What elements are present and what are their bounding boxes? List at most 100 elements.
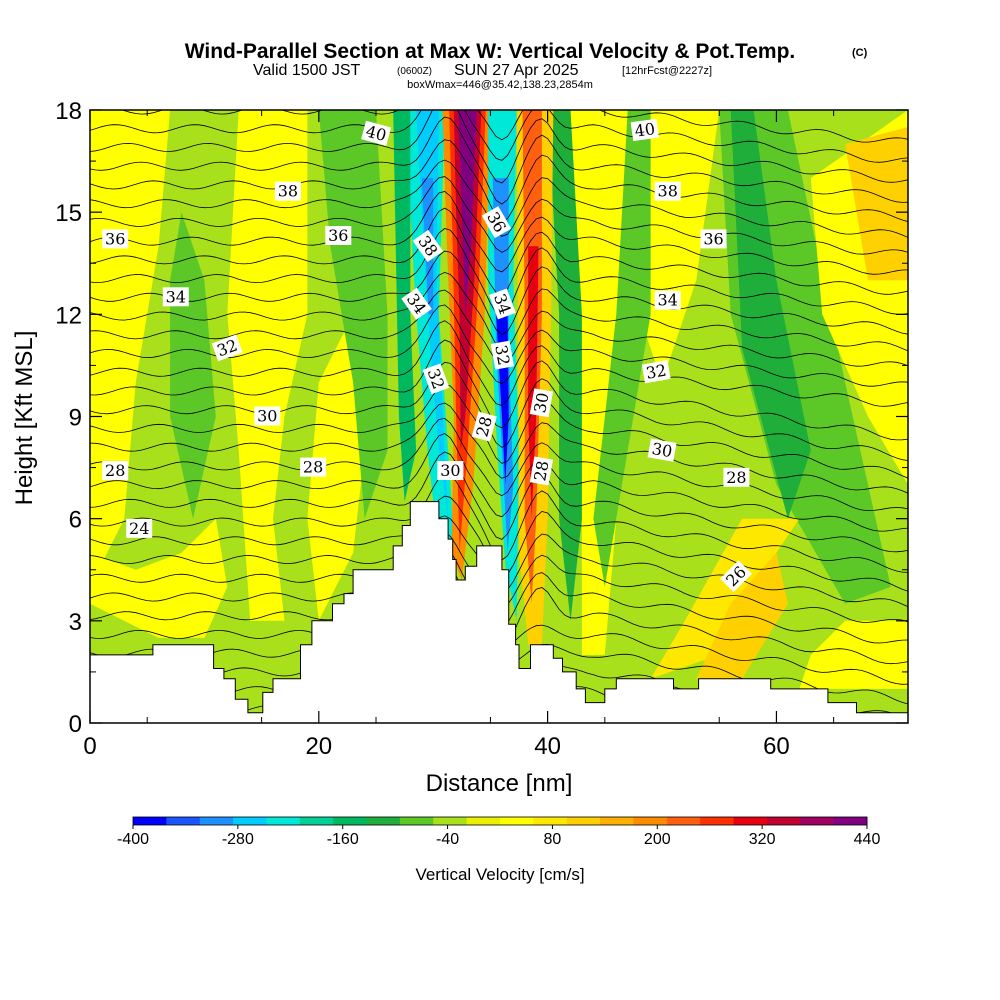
contour-label-text: 28 xyxy=(303,458,323,477)
w-band-green-near xyxy=(547,110,582,621)
theta-contour-line xyxy=(90,417,908,512)
theta-contour-line xyxy=(90,176,908,255)
w-band-gold-lowright xyxy=(650,518,800,679)
theta-contour-line xyxy=(90,361,908,461)
x-tick-label: 0 xyxy=(83,733,96,760)
contour-label-bg xyxy=(422,363,450,395)
contour-label: 30 xyxy=(647,438,677,462)
contour-label: 34 xyxy=(162,287,189,307)
colorbar-swatch xyxy=(500,817,534,825)
colorbar-swatch xyxy=(766,817,801,825)
x-tick-label: 60 xyxy=(763,733,790,760)
w-shear-zone-green xyxy=(393,110,417,502)
contour-label-text: 34 xyxy=(658,291,678,310)
contour-label: 28 xyxy=(723,467,750,487)
contour-label: 30 xyxy=(529,388,554,418)
colorbar-tick-label: 80 xyxy=(544,831,562,848)
contour-label: 36 xyxy=(102,229,129,249)
theta-contour-line xyxy=(121,110,908,143)
colorbar-swatch xyxy=(666,817,701,825)
theta-contour-line xyxy=(90,110,908,163)
colorbar-tick-label: 320 xyxy=(749,831,776,848)
contour-label-bg xyxy=(529,388,554,418)
contour-label: 36 xyxy=(700,229,727,249)
contour-label-text: 36 xyxy=(328,226,348,245)
contour-label-bg xyxy=(254,406,281,426)
contour-label-bg xyxy=(654,181,681,201)
w-band-green-mid xyxy=(318,110,388,519)
contour-label-bg xyxy=(471,411,497,442)
copyright-mark: (C) xyxy=(852,47,868,59)
y-tick-label: 0 xyxy=(69,711,82,738)
w-updraft-core-peak xyxy=(458,110,477,315)
contour-label-bg xyxy=(102,461,129,480)
plot-area xyxy=(90,110,908,723)
contour-label-text: 28 xyxy=(105,461,125,480)
theta-contour-line xyxy=(90,451,908,553)
contour-label: 38 xyxy=(274,181,301,201)
contour-label-text: 30 xyxy=(650,439,673,461)
contour-label-bg xyxy=(481,206,512,239)
contour-label-bg xyxy=(412,229,444,263)
contour-label-bg xyxy=(647,438,677,462)
colorbar-tick-label: -160 xyxy=(327,831,359,848)
w-band-orange-right xyxy=(845,127,908,281)
contour-label-text: 32 xyxy=(645,361,668,383)
vertical-velocity-field xyxy=(90,110,908,689)
colorbar-swatch xyxy=(199,817,234,825)
contour-label-bg xyxy=(641,360,671,384)
contour-label-bg xyxy=(126,518,153,538)
colorbar-swatch xyxy=(700,817,735,825)
x-tick-label: 40 xyxy=(534,733,561,760)
contour-label-bg xyxy=(720,560,752,593)
contour-label: 28 xyxy=(102,461,129,480)
contour-label: 38 xyxy=(654,181,681,201)
colorbar-swatch xyxy=(299,817,334,825)
contour-label-text: 28 xyxy=(472,414,496,439)
contour-label: 30 xyxy=(254,406,281,426)
contour-label-text: 30 xyxy=(440,461,460,480)
contour-label-text: 36 xyxy=(105,229,125,248)
contour-label-bg xyxy=(490,340,515,370)
contour-label-text: 36 xyxy=(703,229,723,248)
contour-label-text: 28 xyxy=(530,459,552,482)
colorbar-swatch xyxy=(399,817,434,825)
colorbar-swatch xyxy=(600,817,634,825)
contour-label: 28 xyxy=(471,411,497,442)
contour-label-text: 24 xyxy=(129,519,149,538)
colorbar-swatch xyxy=(533,817,568,825)
y-tick-label: 3 xyxy=(69,609,82,636)
contour-label-bg xyxy=(437,461,464,480)
contour-label-text: 38 xyxy=(278,182,298,201)
theta-contour-line xyxy=(90,191,908,275)
theta-contour-line xyxy=(90,320,908,407)
contour-label: 32 xyxy=(641,360,671,384)
contour-label: 28 xyxy=(529,456,554,486)
x-axis-label: Distance [nm] xyxy=(426,770,573,797)
w-band-yellow-left-2 xyxy=(227,110,308,621)
w-band-orange-lowright xyxy=(696,552,788,679)
theta-contour-line xyxy=(90,116,908,205)
box-info: boxWmax=446@35.42,138.23,2854m xyxy=(407,79,593,91)
colorbar-tick-label: -40 xyxy=(436,831,459,848)
colorbar-tick-label: 200 xyxy=(644,831,671,848)
colorbar-tick-label: -400 xyxy=(117,831,149,848)
contour-label-bg xyxy=(162,287,189,307)
contour-label-bg xyxy=(630,118,660,142)
contour-label-bg xyxy=(401,287,432,320)
contour-label-text: 34 xyxy=(166,287,186,306)
contour-label-text: 40 xyxy=(364,122,389,146)
valid-zulu: (0600Z) xyxy=(397,66,432,77)
colorbar-swatch xyxy=(633,817,668,825)
colorbar-tick-label: -280 xyxy=(222,831,254,848)
theta-contour-line xyxy=(90,250,908,336)
contour-label-text: 30 xyxy=(530,391,552,414)
y-tick-label: 6 xyxy=(69,507,82,534)
colorbar-swatch xyxy=(133,817,167,825)
y-tick-label: 18 xyxy=(55,98,82,125)
contour-label: 28 xyxy=(300,457,327,477)
contour-label-bg xyxy=(529,456,554,486)
contour-label-bg xyxy=(361,120,392,146)
